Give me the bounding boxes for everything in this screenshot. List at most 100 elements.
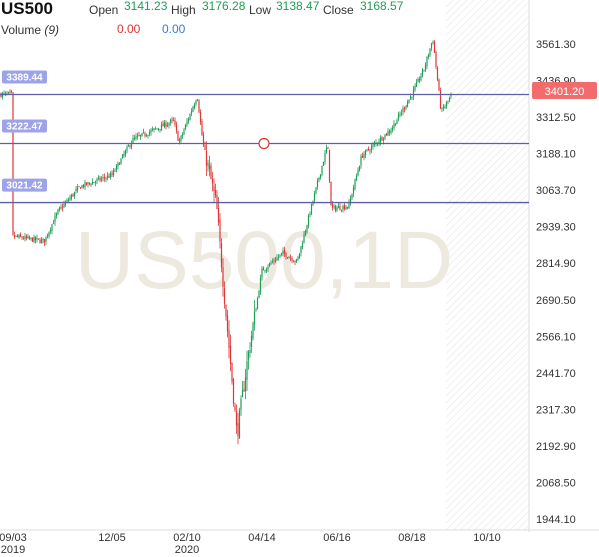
candle-body [211,178,214,184]
candle-body [87,182,89,184]
x-tick-label: 12/05 [98,532,126,544]
candle-body [132,137,134,144]
candle-body [58,207,61,210]
candle-body [396,120,398,125]
candle-body [418,79,421,81]
candle-body [99,177,101,181]
candle-body [105,178,107,180]
candle-body [264,270,266,272]
candle-body [382,138,385,141]
candle-body [91,181,94,185]
candle-body [315,187,317,194]
candle-body [405,106,407,109]
candle-body [241,390,244,398]
candle-body [46,235,49,237]
candle-body [202,134,205,145]
level-label-text: 3021.42 [6,181,43,192]
candle-body [117,162,119,167]
level-marker-handle[interactable] [258,137,270,150]
candle-body [18,235,20,238]
horizontal-levels-group[interactable]: 3389.44 3222.47 3021.42 [0,70,529,204]
candle-body [124,150,127,155]
candle-body [270,262,272,264]
candle-body [210,165,212,179]
candle-body [355,175,358,181]
candle-body [276,257,278,261]
candle-body [93,182,95,184]
candle-body [327,147,329,149]
candle-body [177,131,179,141]
candle-body [268,263,271,267]
candle-body [123,153,125,156]
candle-body [120,158,122,165]
candle-body [10,91,13,93]
candle-body [6,93,8,95]
candles-group [0,39,452,445]
candle-body [247,351,250,360]
candle-body [415,82,418,87]
y-tick-label: 2814.90 [536,258,576,270]
candle-body [63,204,65,208]
level-label-badge [2,119,47,133]
candle-body [75,189,77,192]
candle-body [147,134,149,137]
candle-body [88,182,91,184]
candle-body [246,361,248,380]
candle-body [127,145,130,147]
candle-body [424,65,427,70]
candle-body [21,237,23,239]
candle-body [142,132,145,134]
candle-body [288,257,290,259]
candle-body [169,120,172,123]
candle-body [303,234,305,244]
candle-body [298,253,301,259]
high-value: 3176.28 [202,0,246,13]
candle-body [351,194,353,199]
candle-body [361,155,364,158]
candle-body [9,91,11,93]
candle-body [234,405,236,411]
candle-body [76,186,79,191]
candle-body [208,164,211,169]
candle-body [346,206,349,208]
candle-body [322,161,325,166]
candle-body [388,130,391,133]
candle-body [222,267,224,288]
time-axis[interactable]: 09/03 12/05 02/10 04/14 06/16 08/18 10/10 2019 2… [0,532,501,556]
y-tick-label: 2939.30 [536,222,576,234]
y-tick-label: 3561.30 [536,39,576,51]
y-tick-label: 1944.10 [536,514,576,526]
candle-body [250,335,253,347]
candle-body [225,305,227,317]
volume-label-text: Volume [1,23,42,37]
high-label: High [171,3,196,17]
candle-body [369,150,371,152]
candle-body [397,114,400,120]
candle-body [12,92,14,235]
candle-body [291,258,293,261]
candle-body [174,120,176,125]
candle-body [316,180,319,187]
candle-body [112,170,115,176]
candle-body [439,90,442,109]
candle-body [150,130,152,133]
candle-body [421,69,424,76]
candle-body [121,154,124,159]
x-tick-label: 09/03 [0,532,27,544]
candle-body [432,41,434,43]
price-axis[interactable]: 3561.303436.903312.503188.103063.702939.… [532,39,597,526]
candle-body [139,134,142,137]
current-price-text: 3401.20 [545,86,585,98]
x-tick-label: 04/14 [248,532,276,544]
candle-body [354,179,356,189]
candle-body [387,131,389,136]
candle-body [100,178,103,180]
candle-body [138,134,140,136]
candle-body [148,132,151,135]
candle-body [195,100,197,105]
candle-body [252,323,254,339]
candle-body [277,256,280,258]
candle-body [189,113,191,120]
candle-body [136,135,139,137]
